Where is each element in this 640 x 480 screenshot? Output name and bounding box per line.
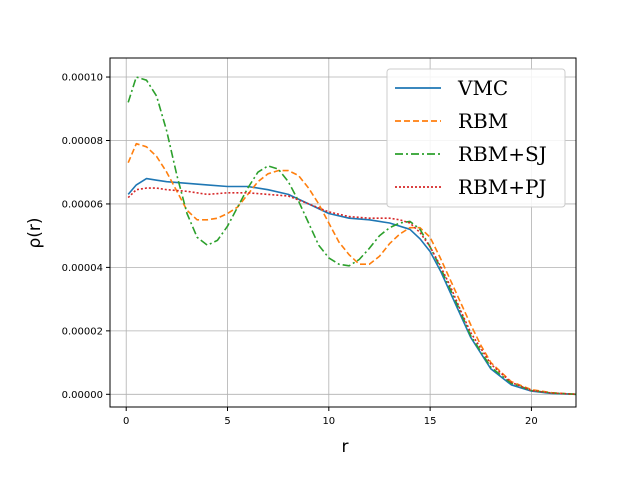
y-tick-label: 0.00000 bbox=[62, 390, 103, 401]
legend-label: RBM bbox=[458, 109, 508, 133]
y-tick-label: 0.00004 bbox=[62, 263, 103, 274]
series-line-rbm-sj bbox=[127, 76, 577, 396]
y-ticks: 0.00000 0.00002 0.00004 0.00006 0.00008 0.000… bbox=[62, 73, 110, 401]
x-tick-label: 20 bbox=[525, 416, 538, 427]
legend-label: VMC bbox=[457, 76, 508, 100]
x-tick-label: 10 bbox=[322, 416, 335, 427]
legend-box bbox=[386, 68, 566, 208]
series-line-rbm-pj bbox=[127, 187, 577, 396]
legend-label: RBM+SJ bbox=[458, 142, 547, 166]
y-tick-label: 0.00002 bbox=[62, 326, 103, 337]
legend-label: RBM+PJ bbox=[458, 175, 546, 199]
y-tick-label: 0.00008 bbox=[62, 136, 103, 147]
y-tick-label: 0.00006 bbox=[62, 199, 103, 210]
series-lines bbox=[127, 76, 577, 396]
x-ticks: 0 5 10 15 20 bbox=[123, 407, 538, 427]
y-tick-label: 0.00010 bbox=[62, 73, 103, 84]
x-tick-label: 5 bbox=[224, 416, 230, 427]
series-line-rbm bbox=[127, 142, 577, 396]
x-tick-label: 0 bbox=[123, 416, 129, 427]
x-tick-label: 15 bbox=[424, 416, 437, 427]
plot-frame bbox=[109, 57, 577, 408]
legend: VMC RBM RBM+SJ RBM+PJ bbox=[386, 68, 566, 208]
series-line-vmc bbox=[127, 177, 577, 396]
x-axis-label: r bbox=[342, 437, 349, 457]
y-axis-label: ρ(r) bbox=[25, 217, 45, 248]
